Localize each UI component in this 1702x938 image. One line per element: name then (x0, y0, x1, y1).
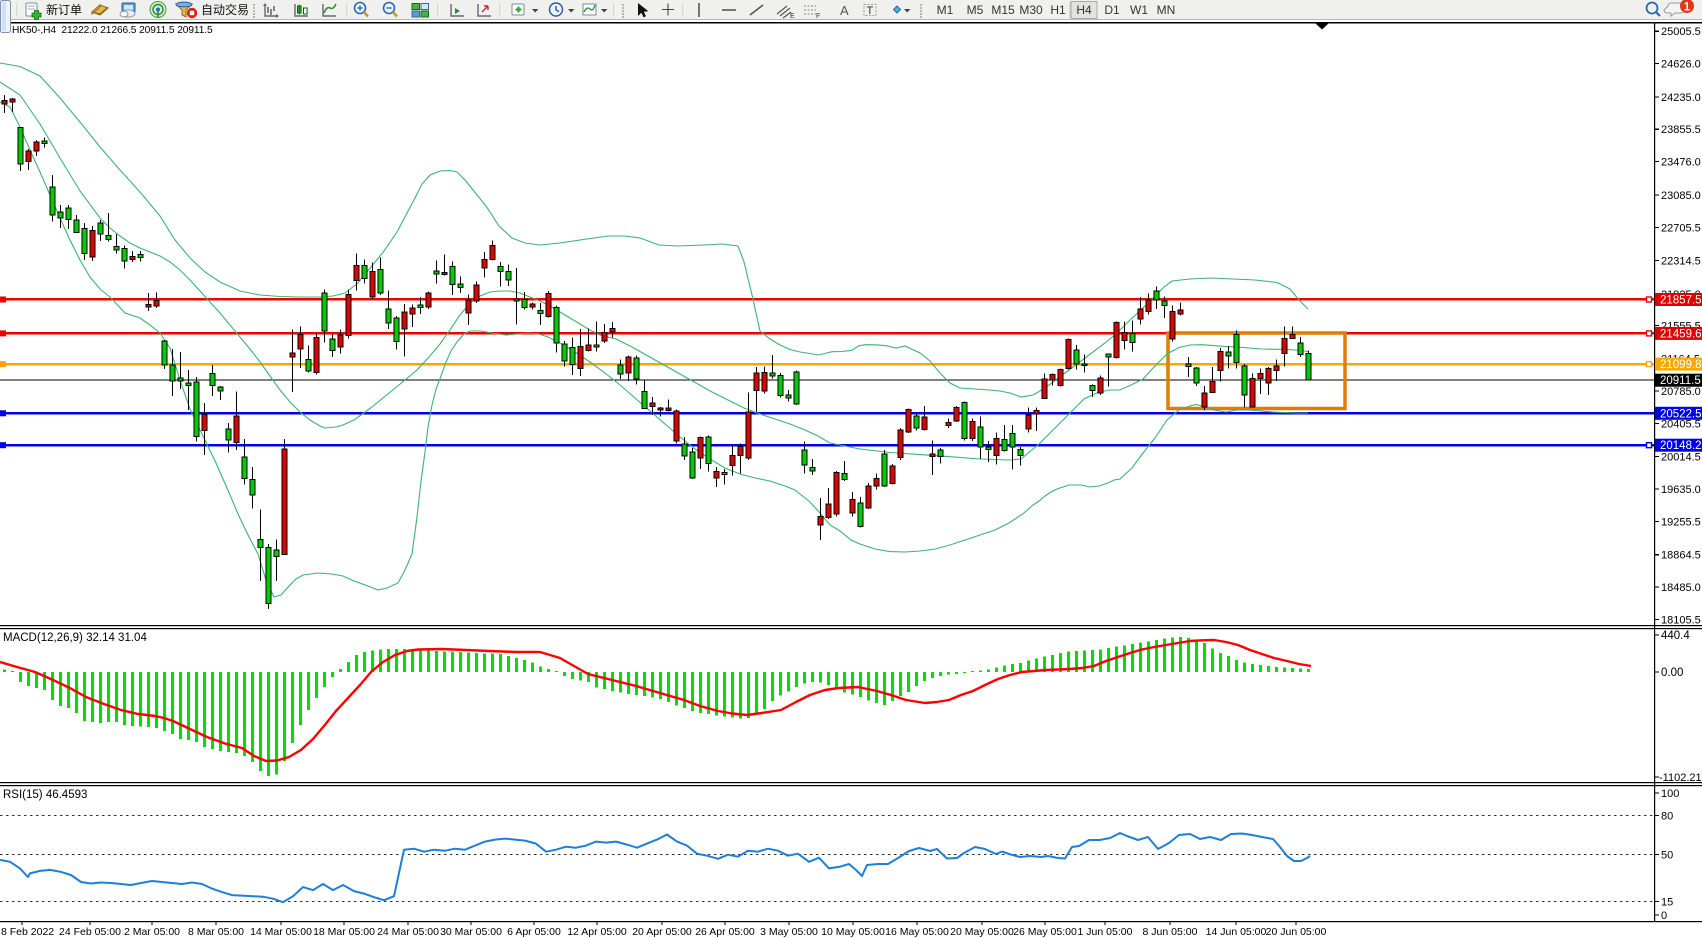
svg-text:24626.0: 24626.0 (1661, 59, 1701, 71)
svg-text:20911.5: 20911.5 (1660, 375, 1701, 387)
svg-text:M1: M1 (937, 3, 954, 17)
svg-text:24 Mar 05:00: 24 Mar 05:00 (377, 926, 439, 938)
svg-text:MACD(12,26,9) 32.14 31.04: MACD(12,26,9) 32.14 31.04 (3, 632, 147, 644)
svg-text:21857.5: 21857.5 (1660, 295, 1702, 307)
svg-text:M5: M5 (967, 3, 984, 17)
svg-text:HK50-,H4 21222.0 21266.5 2091: HK50-,H4 21222.0 21266.5 20911.5 20911.5 (12, 25, 213, 36)
svg-text:100: 100 (1661, 788, 1679, 800)
svg-text:15: 15 (1661, 897, 1673, 909)
svg-text:1: 1 (1684, 2, 1691, 14)
svg-text:21099.8: 21099.8 (1660, 359, 1702, 371)
svg-text:18 Mar 05:00: 18 Mar 05:00 (313, 926, 375, 938)
svg-text:18864.5: 18864.5 (1661, 550, 1701, 562)
svg-text:23855.5: 23855.5 (1661, 124, 1701, 136)
svg-text:26 May 05:00: 26 May 05:00 (1013, 926, 1077, 938)
svg-text:23085.0: 23085.0 (1661, 190, 1701, 202)
svg-text:E: E (790, 13, 795, 20)
svg-text:新订单: 新订单 (46, 2, 82, 17)
svg-text:0.00: 0.00 (1661, 667, 1683, 679)
svg-text:20 Jun 05:00: 20 Jun 05:00 (1266, 926, 1327, 938)
svg-text:14 Mar 05:00: 14 Mar 05:00 (250, 926, 312, 938)
svg-text:18105.5: 18105.5 (1661, 614, 1701, 626)
svg-text:16 May 05:00: 16 May 05:00 (885, 926, 949, 938)
svg-text:A: A (840, 3, 849, 18)
svg-text:8 Mar 05:00: 8 Mar 05:00 (188, 926, 244, 938)
svg-text:1 Jun 05:00: 1 Jun 05:00 (1078, 926, 1133, 938)
svg-text:2 Mar 05:00: 2 Mar 05:00 (124, 926, 180, 938)
svg-text:自动交易: 自动交易 (201, 2, 249, 17)
svg-text:RSI(15) 46.4593: RSI(15) 46.4593 (3, 789, 87, 801)
svg-text:20 Apr 05:00: 20 Apr 05:00 (632, 926, 692, 938)
svg-text:25005.5: 25005.5 (1661, 26, 1701, 38)
svg-text:24235.0: 24235.0 (1661, 92, 1701, 104)
svg-text:50: 50 (1661, 850, 1673, 862)
svg-text:20785.0: 20785.0 (1661, 386, 1701, 398)
svg-text:20522.5: 20522.5 (1660, 408, 1702, 420)
svg-text:19255.5: 19255.5 (1661, 516, 1701, 528)
svg-text:0: 0 (1661, 910, 1667, 922)
svg-text:12 Apr 05:00: 12 Apr 05:00 (567, 926, 627, 938)
svg-text:18485.0: 18485.0 (1661, 582, 1701, 594)
svg-text:6 Apr 05:00: 6 Apr 05:00 (507, 926, 561, 938)
svg-text:80: 80 (1661, 811, 1673, 823)
svg-text:30 Mar 05:00: 30 Mar 05:00 (440, 926, 502, 938)
svg-text:14 Jun 05:00: 14 Jun 05:00 (1206, 926, 1267, 938)
svg-text:440.4: 440.4 (1661, 630, 1690, 642)
svg-text:24 Feb 05:00: 24 Feb 05:00 (59, 926, 121, 938)
svg-text:20 May 05:00: 20 May 05:00 (950, 926, 1014, 938)
svg-text:20148.2: 20148.2 (1660, 440, 1702, 452)
svg-text:8 Feb 2022: 8 Feb 2022 (1, 926, 54, 938)
svg-text:8 Jun 05:00: 8 Jun 05:00 (1143, 926, 1198, 938)
svg-text:23476.0: 23476.0 (1661, 157, 1701, 169)
svg-text:22314.5: 22314.5 (1661, 256, 1701, 268)
svg-text:M15: M15 (991, 3, 1015, 17)
svg-text:-1102.21: -1102.21 (1659, 772, 1702, 784)
svg-text:W1: W1 (1130, 3, 1148, 17)
svg-text:D1: D1 (1104, 3, 1120, 17)
svg-text:10 May 05:00: 10 May 05:00 (821, 926, 885, 938)
svg-text:21459.6: 21459.6 (1660, 328, 1702, 340)
svg-text:H1: H1 (1050, 3, 1066, 17)
svg-text:20405.5: 20405.5 (1661, 418, 1701, 430)
svg-text:F: F (816, 13, 820, 20)
svg-text:26 Apr 05:00: 26 Apr 05:00 (695, 926, 755, 938)
svg-text:22705.5: 22705.5 (1661, 222, 1701, 234)
svg-text:19635.0: 19635.0 (1661, 484, 1701, 496)
svg-text:MN: MN (1157, 3, 1176, 17)
svg-text:H4: H4 (1076, 3, 1092, 17)
svg-text:M30: M30 (1019, 3, 1043, 17)
svg-text:3 May 05:00: 3 May 05:00 (760, 926, 818, 938)
svg-text:20014.5: 20014.5 (1661, 452, 1701, 464)
svg-text:T: T (867, 5, 874, 17)
